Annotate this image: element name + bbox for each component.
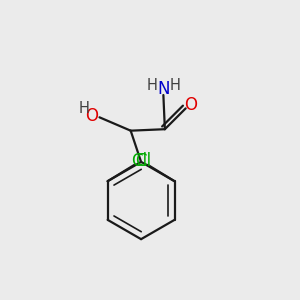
Text: H: H: [78, 101, 89, 116]
Text: N: N: [157, 80, 170, 98]
Text: H: H: [169, 78, 180, 93]
Text: Cl: Cl: [131, 152, 148, 170]
Text: O: O: [85, 107, 98, 125]
Text: O: O: [184, 96, 197, 114]
Text: H: H: [147, 78, 158, 93]
Text: Cl: Cl: [135, 152, 151, 170]
